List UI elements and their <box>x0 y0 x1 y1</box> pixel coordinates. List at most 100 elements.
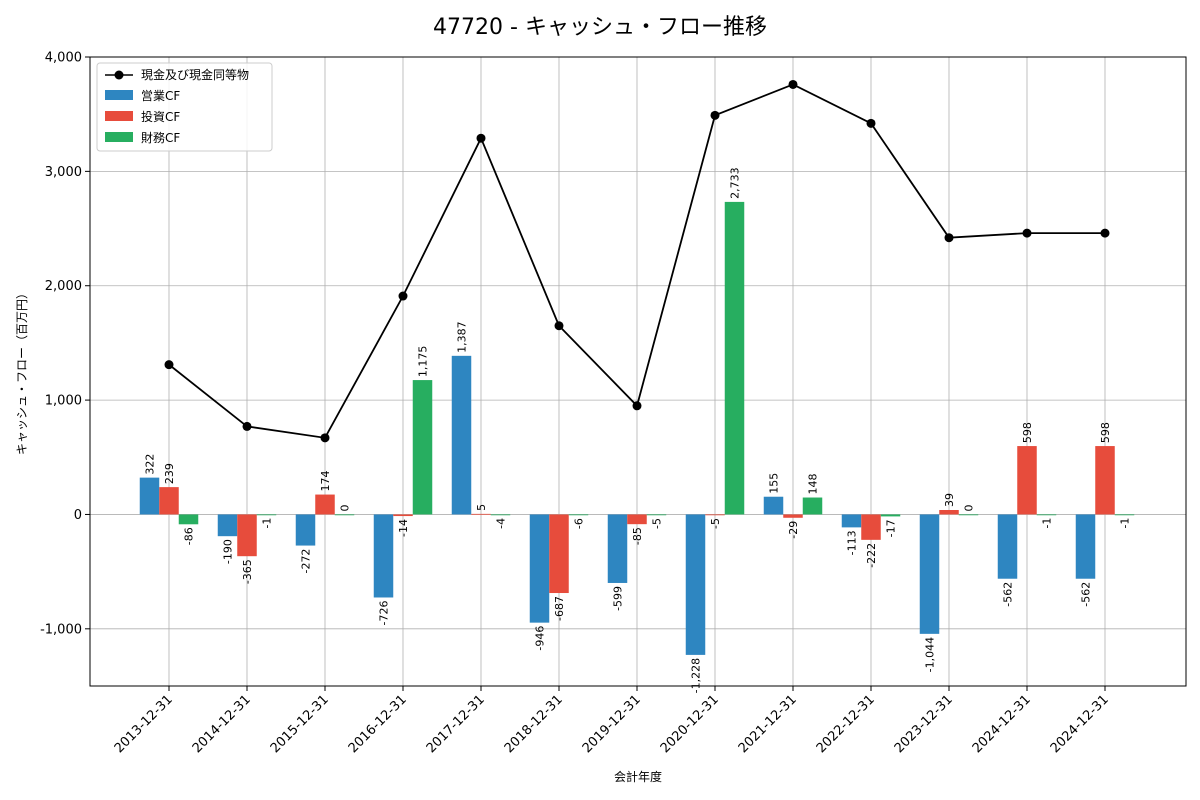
bar-operating-cf <box>451 355 472 515</box>
legend-swatch-financing <box>105 132 133 142</box>
bar-operating-cf <box>919 514 940 634</box>
data-label-investing-cf: -85 <box>631 527 644 545</box>
data-label-financing-cf: 2,733 <box>729 167 742 199</box>
bar-financing-cf <box>1036 514 1057 516</box>
bar-financing-cf <box>178 514 199 525</box>
data-label-operating-cf: -726 <box>378 600 391 625</box>
legend-line-marker <box>114 70 124 80</box>
bar-investing-cf <box>627 514 647 525</box>
legend-label-financing: 財務CF <box>141 130 180 145</box>
bar-financing-cf <box>724 201 745 515</box>
x-tick-label: 2022-12-31 <box>814 692 878 756</box>
cash-point <box>632 401 642 411</box>
cash-point <box>1100 228 1110 238</box>
cash-point <box>1022 228 1032 238</box>
bar-investing-cf <box>861 514 881 540</box>
bar-financing-cf <box>802 497 823 515</box>
bar-investing-cf <box>783 514 803 518</box>
y-tick-label: -1,000 <box>40 622 82 637</box>
x-tick-label: 2020-12-31 <box>658 692 722 756</box>
bar-financing-cf <box>412 380 433 515</box>
bar-operating-cf <box>997 514 1018 579</box>
data-label-operating-cf: -562 <box>1002 582 1015 607</box>
legend-label-operating: 営業CF <box>141 89 180 103</box>
data-label-operating-cf: 155 <box>768 473 781 494</box>
x-tick-label: 2017-12-31 <box>424 692 488 756</box>
cash-point <box>476 133 486 143</box>
cash-point <box>242 421 252 431</box>
bar-investing-cf <box>315 494 335 515</box>
bar-financing-cf <box>958 514 979 516</box>
bar-investing-cf <box>1095 446 1115 515</box>
bar-financing-cf <box>568 514 589 516</box>
cash-point <box>164 360 174 370</box>
data-label-layer: 322-190 -272-7261,387-946-599-1,228155-11… <box>144 167 1132 693</box>
chart-title: 47720 - キャッシュ・フロー推移 <box>433 15 767 40</box>
data-label-investing-cf: -14 <box>397 519 410 537</box>
data-label-financing-cf: -1 <box>261 518 274 529</box>
bar-investing-cf <box>1017 446 1037 515</box>
bar-operating-cf <box>841 514 862 528</box>
bar-financing-cf <box>256 514 277 516</box>
data-label-financing-cf: 0 <box>339 504 352 511</box>
data-label-investing-cf: -5 <box>709 518 722 529</box>
data-label-operating-cf: -272 <box>300 549 313 574</box>
x-tick-label: 2016-12-31 <box>346 692 410 756</box>
bar-operating-cf <box>529 514 550 623</box>
data-label-investing-cf: 5 <box>475 504 488 511</box>
data-label-financing-cf: -4 <box>495 518 508 529</box>
y-tick-label: 0 <box>74 508 82 523</box>
cash-point <box>554 321 564 331</box>
legend-swatch-investing <box>105 111 133 121</box>
x-tick-label: 2023-12-31 <box>892 692 956 756</box>
y-tick-label: 4,000 <box>45 51 82 66</box>
data-label-investing-cf: -365 <box>241 559 254 584</box>
x-tick-label: 2014-12-31 <box>190 692 254 756</box>
plot-frame <box>89 56 1187 687</box>
data-label-investing-cf: -29 <box>787 521 800 539</box>
x-tick-label: 2015-12-31 <box>268 692 332 756</box>
legend-swatch-operating <box>105 90 133 100</box>
bar-operating-cf <box>139 477 160 515</box>
x-tick-label: 2018-12-31 <box>502 692 566 756</box>
data-label-investing-cf: -222 <box>865 543 878 568</box>
bar-layer <box>139 201 1135 655</box>
y-tick-label: 2,000 <box>45 279 82 294</box>
data-label-financing-cf: -1 <box>1041 518 1054 529</box>
data-label-investing-cf: 239 <box>163 463 176 484</box>
data-label-investing-cf: -687 <box>553 596 566 621</box>
bar-financing-cf <box>1114 514 1135 516</box>
data-label-financing-cf: -5 <box>651 518 664 529</box>
bar-investing-cf <box>549 514 569 594</box>
bar-financing-cf <box>490 514 511 516</box>
y-tick-label: 1,000 <box>45 394 82 409</box>
cash-point <box>398 291 408 301</box>
bar-investing-cf <box>939 509 959 515</box>
data-label-operating-cf: -562 <box>1080 582 1093 607</box>
legend: 現金及び現金同等物 営業CF 投資CF 財務CF <box>96 62 273 152</box>
y-axis-title: キャッシュ・フロー（百万円） <box>15 287 29 455</box>
data-label-financing-cf: 0 <box>963 504 976 511</box>
data-label-investing-cf: 598 <box>1021 422 1034 443</box>
data-label-financing-cf: -1 <box>1119 518 1132 529</box>
data-label-operating-cf: -946 <box>534 626 547 651</box>
bar-investing-cf <box>471 513 491 515</box>
legend-frame <box>96 62 273 152</box>
data-label-operating-cf: -599 <box>612 586 625 611</box>
legend-label-cash: 現金及び現金同等物 <box>141 67 249 82</box>
bar-operating-cf <box>685 514 706 655</box>
data-label-financing-cf: 148 <box>807 474 820 495</box>
x-axis-title: 会計年度 <box>614 769 662 784</box>
x-tick-label: 2024-12-31 <box>1048 692 1112 756</box>
bar-investing-cf <box>237 514 257 557</box>
x-tick-label: 2013-12-31 <box>112 692 176 756</box>
cash-point <box>710 110 720 120</box>
bar-financing-cf <box>880 514 901 517</box>
data-label-operating-cf: -1,044 <box>924 637 937 672</box>
x-tick-label: 2021-12-31 <box>736 692 800 756</box>
data-label-operating-cf: -190 <box>222 539 235 564</box>
y-tick-label: 3,000 <box>45 165 82 180</box>
